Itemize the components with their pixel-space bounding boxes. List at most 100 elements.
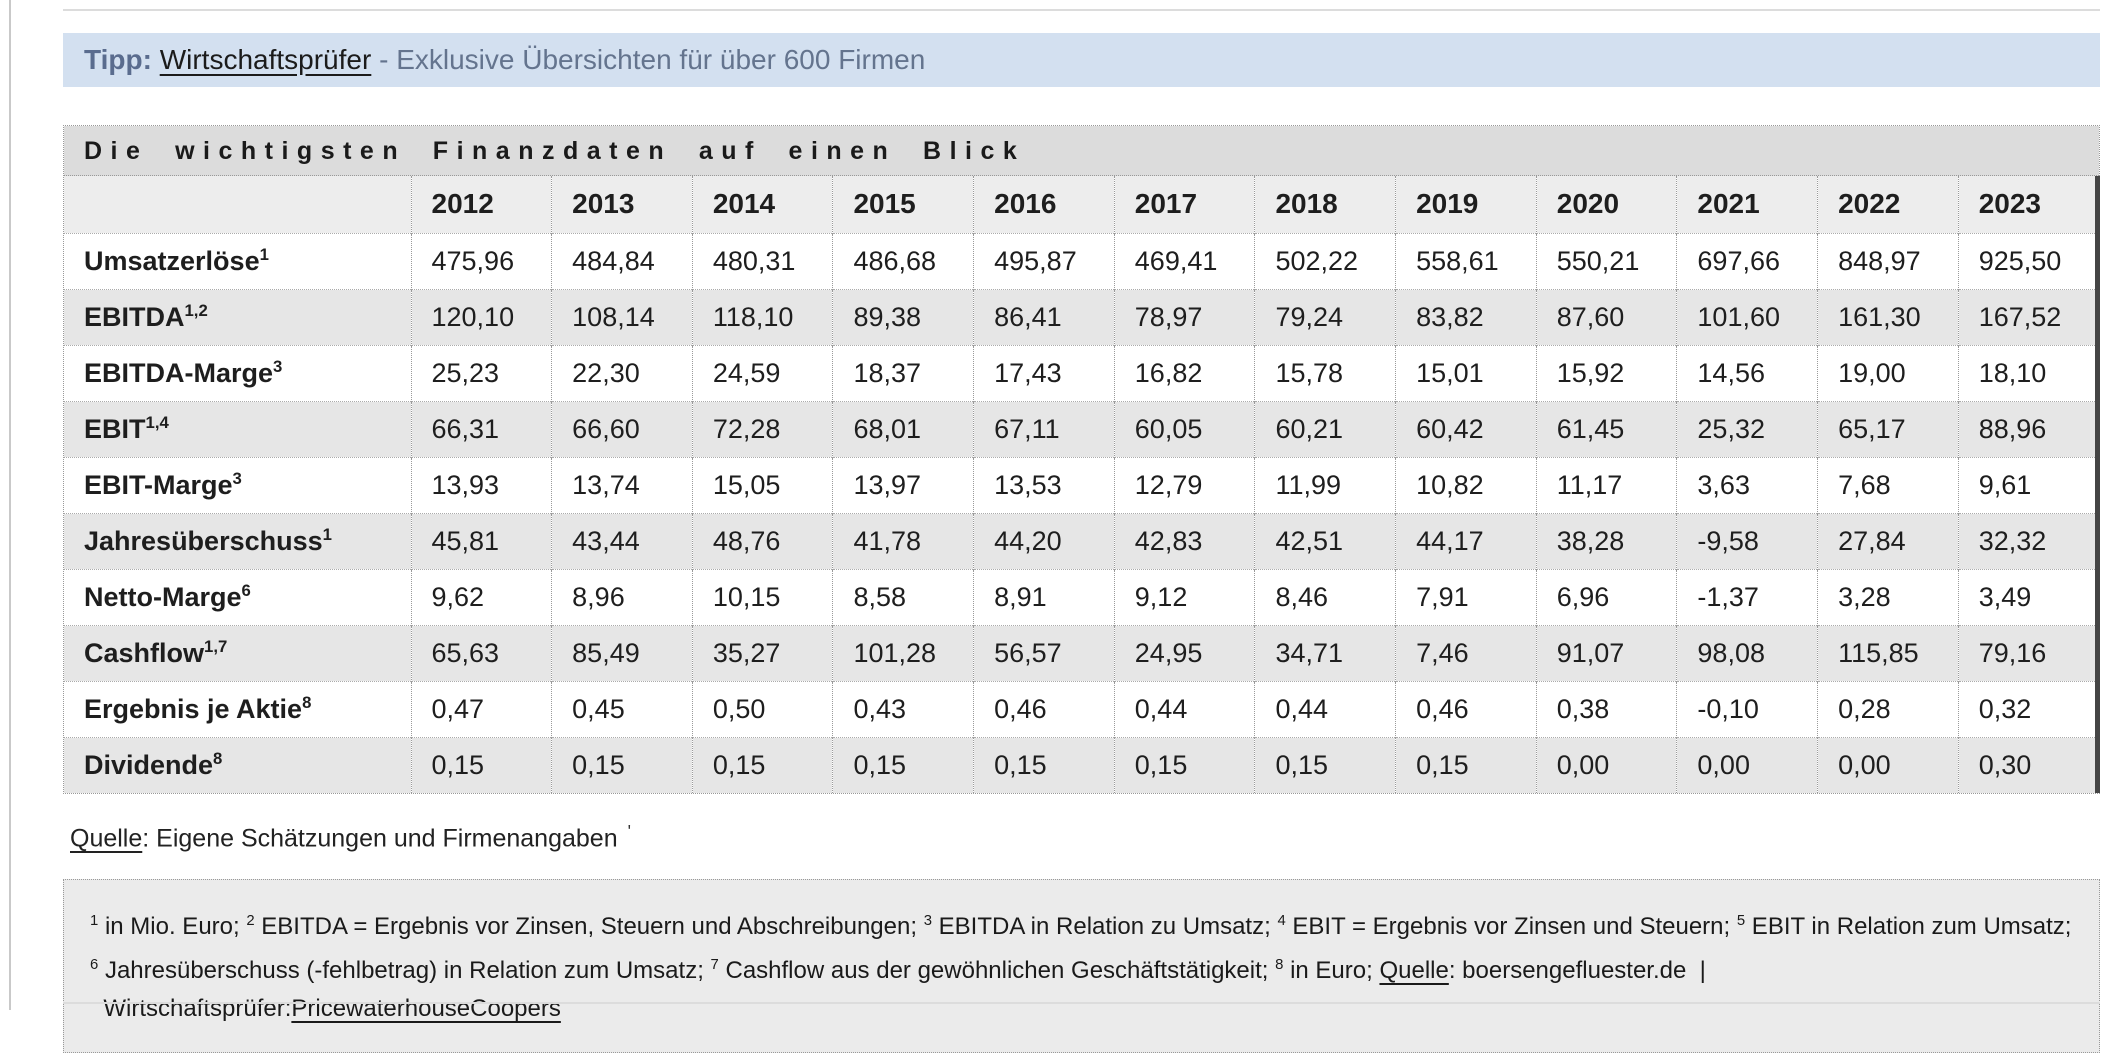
table-cell: 495,87 — [973, 232, 1115, 289]
row-label-footnote-ref: 3 — [273, 357, 283, 376]
row-label-footnote-ref: 1 — [322, 525, 332, 544]
table-cell: 16,82 — [1113, 344, 1255, 401]
year-column-header: 2013 — [551, 176, 693, 233]
table-cell: 8,91 — [973, 568, 1115, 625]
table-cell: 15,05 — [691, 456, 833, 513]
year-column-header: 2020 — [1535, 176, 1677, 233]
table-cell: 0,15 — [1395, 736, 1537, 793]
table-cell: 167,52 — [1957, 288, 2099, 345]
table-cell: 0,15 — [832, 736, 974, 793]
table-cell: 0,15 — [691, 736, 833, 793]
table-cell: 9,62 — [410, 568, 552, 625]
table-cell: 13,53 — [973, 456, 1115, 513]
row-label: EBIT-Marge3 — [64, 456, 411, 513]
footnote-text: Cashflow aus der gewöhnlichen Geschäftst… — [718, 957, 1276, 985]
table-cell: 27,84 — [1817, 512, 1959, 569]
table-cell: 12,79 — [1113, 456, 1255, 513]
table-row: Jahresüberschuss1 45,81 43,44 48,76 41,78 44,… — [64, 512, 2099, 569]
financial-table: 2012 2013 2014 2015 2016 2017 2018 2019 2020 2021… — [64, 176, 2099, 793]
table-cell: 108,14 — [551, 288, 693, 345]
table-cell: 8,96 — [551, 568, 693, 625]
table-cell: 0,45 — [551, 680, 693, 737]
table-cell: 67,11 — [973, 400, 1115, 457]
table-cell: 65,17 — [1817, 400, 1959, 457]
year-header-row: 2012 2013 2014 2015 2016 2017 2018 2019 2020 2021… — [64, 176, 2099, 233]
year-column-header: 2023 — [1957, 176, 2099, 233]
table-cell: 15,78 — [1254, 344, 1396, 401]
table-cell: 161,30 — [1817, 288, 1959, 345]
row-label-footnote-ref: 8 — [213, 749, 223, 769]
footnote-ref: 5 — [1736, 913, 1746, 930]
table-cell: 550,21 — [1535, 232, 1677, 289]
row-label-footnote-ref: 1,2 — [184, 301, 208, 320]
table-cell: 3,28 — [1817, 568, 1959, 625]
footnote-text: EBIT = Ergebnis vor Zinsen und Steuern; — [1285, 913, 1737, 941]
table-cell: 68,01 — [832, 400, 974, 457]
year-column-header: 2019 — [1395, 176, 1537, 233]
table-cell: 10,15 — [691, 568, 833, 625]
year-column-header: 2012 — [410, 176, 552, 233]
footnote-text: in Mio. Euro; — [98, 913, 247, 941]
table-cell: 469,41 — [1113, 232, 1255, 289]
table-cell: 0,43 — [832, 680, 974, 737]
table-cell: -9,58 — [1676, 512, 1818, 569]
source-label: Quelle — [70, 824, 143, 853]
bottom-divider — [63, 1002, 2100, 1004]
tip-banner: Tipp: Wirtschaftsprüfer - Exklusive Über… — [63, 33, 2100, 87]
tip-label: Tipp: — [84, 44, 152, 75]
table-cell: 44,20 — [973, 512, 1115, 569]
table-cell: 13,74 — [551, 456, 693, 513]
footnote-ref: 7 — [710, 957, 719, 974]
source-line: Quelle: Eigene Schätzungen und Firmenang… — [70, 821, 2100, 853]
source-text: : Eigene Schätzungen und Firmenangaben — [142, 824, 618, 853]
table-cell: 32,32 — [1957, 512, 2099, 569]
table-cell: 486,68 — [832, 232, 974, 289]
table-cell: -1,37 — [1676, 568, 1818, 625]
table-title: Die wichtigsten Finanzdaten auf einen Bl… — [64, 126, 2099, 176]
table-cell: 502,22 — [1254, 232, 1396, 289]
table-cell: 34,71 — [1254, 624, 1396, 681]
row-label-footnote-ref: 8 — [302, 693, 312, 712]
table-cell: 98,08 — [1676, 624, 1818, 681]
table-cell: 0,47 — [410, 680, 552, 737]
row-label: EBIT1,4 — [64, 400, 411, 457]
table-cell: 13,97 — [832, 456, 974, 513]
footnote-link[interactable]: PricewaterhouseCoopers — [291, 995, 561, 1023]
footnote-source-label: Quelle — [1379, 957, 1449, 985]
table-cell: 44,17 — [1395, 512, 1537, 569]
year-column-header: 2016 — [973, 176, 1115, 233]
table-cell: 9,12 — [1113, 568, 1255, 625]
year-column-header: 2021 — [1676, 176, 1818, 233]
footnotes-text: 1 in Mio. Euro; 2 EBITDA = Ergebnis vor … — [90, 913, 2071, 1022]
table-cell: 8,46 — [1254, 568, 1396, 625]
footnote-ref: 6 — [90, 957, 99, 974]
table-cell: 0,15 — [410, 736, 552, 793]
table-cell: 13,93 — [410, 456, 552, 513]
table-cell: 3,63 — [1676, 456, 1818, 513]
tip-link-wirtschaftspruefer[interactable]: Wirtschaftsprüfer — [159, 44, 372, 75]
table-cell: 17,43 — [973, 344, 1115, 401]
table-cell: 0,50 — [691, 680, 833, 737]
row-label-footnote-ref: 1 — [259, 245, 269, 264]
row-label: EBITDA1,2 — [64, 288, 411, 345]
table-cell: 0,15 — [973, 736, 1115, 793]
financial-table-section: Die wichtigsten Finanzdaten auf einen Bl… — [63, 125, 2100, 794]
table-cell: 0,00 — [1817, 736, 1959, 793]
table-cell: 79,24 — [1254, 288, 1396, 345]
table-cell: 484,84 — [551, 232, 693, 289]
footnote-ref: 1 — [90, 913, 99, 930]
table-cell: 0,00 — [1676, 736, 1818, 793]
row-label: EBITDA-Marge3 — [64, 344, 411, 401]
year-column-header: 2014 — [691, 176, 833, 233]
table-cell: 0,32 — [1957, 680, 2099, 737]
table-cell: 15,01 — [1395, 344, 1537, 401]
table-row: Umsatzerlöse1 475,96 484,84 480,31 486,68 495… — [64, 232, 2099, 289]
table-cell: 41,78 — [832, 512, 974, 569]
table-cell: 91,07 — [1535, 624, 1677, 681]
row-label-footnote-ref: 1,4 — [145, 413, 169, 432]
table-scrollbar[interactable] — [2095, 176, 2100, 793]
table-cell: 11,99 — [1254, 456, 1396, 513]
table-cell: 38,28 — [1535, 512, 1677, 569]
table-cell: 83,82 — [1395, 288, 1537, 345]
table-cell: 78,97 — [1113, 288, 1255, 345]
